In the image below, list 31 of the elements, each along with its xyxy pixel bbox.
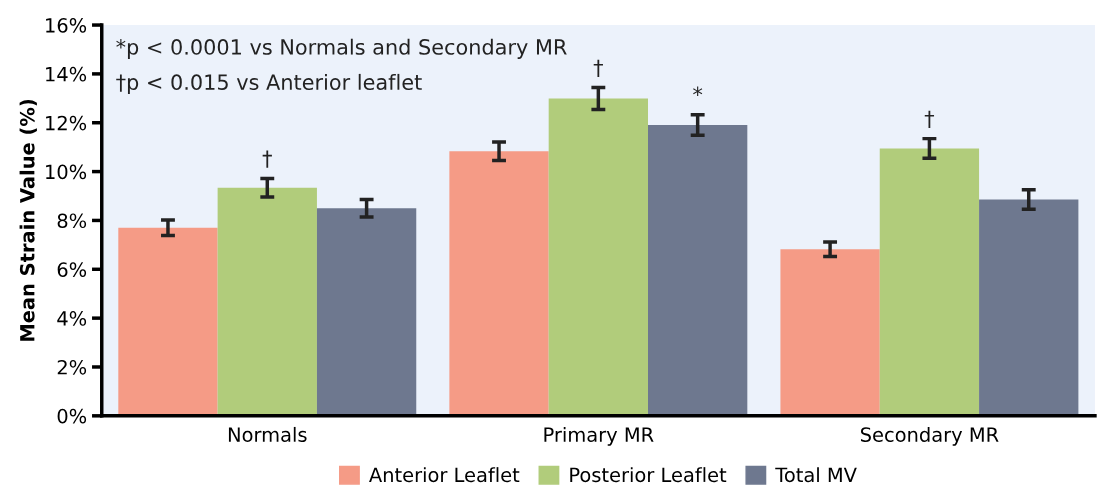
annotation: †p < 0.015 vs Anterior leaflet [116, 73, 422, 95]
bar [217, 187, 317, 416]
data-label: † [262, 150, 272, 168]
legend-label: Posterior Leaflet [570, 467, 727, 483]
y-tick-label: 8% [57, 213, 87, 229]
data-label: † [924, 110, 935, 128]
legend-label: Anterior Leaflet [369, 467, 520, 483]
bar [316, 208, 417, 416]
x-tick-label: Secondary MR [860, 426, 999, 446]
y-tick-label: 2% [57, 359, 87, 375]
bar [548, 98, 649, 416]
y-tick-label: 16% [46, 18, 87, 33]
x-tick-label: Normals [228, 426, 307, 442]
y-tick-label: 0% [57, 408, 87, 424]
data-label: † [593, 59, 603, 77]
y-tick-label: 10% [46, 164, 87, 180]
x-tick-label: Primary MR [544, 426, 654, 446]
data-label: * [693, 86, 703, 97]
bar [118, 227, 218, 416]
legend-label: Total MV [775, 467, 857, 483]
y-tick-label: 6% [57, 262, 87, 277]
y-tick-label: 4% [57, 311, 87, 326]
bar [449, 151, 549, 416]
bar [780, 249, 880, 416]
bar [648, 124, 748, 416]
bar [879, 148, 980, 416]
y-tick-label: 12% [46, 115, 87, 131]
y-tick-label: 14% [46, 66, 87, 82]
y-axis-title: Mean Strain Value (%) [19, 99, 37, 341]
bar [979, 199, 1079, 416]
annotation: *p < 0.0001 vs Normals and Secondary MR [116, 38, 567, 59]
